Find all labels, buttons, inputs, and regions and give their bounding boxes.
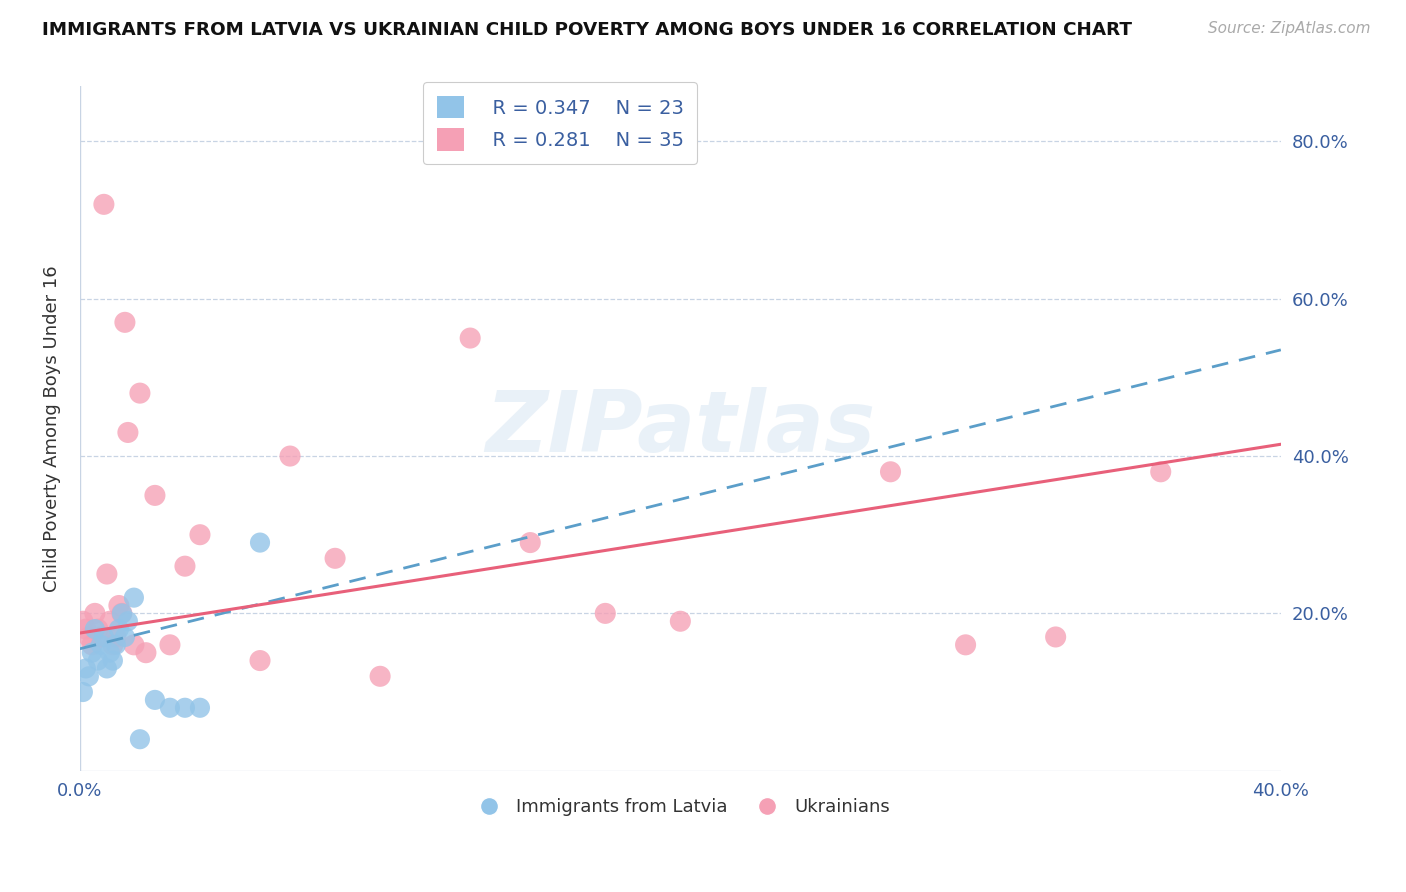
Point <box>114 315 136 329</box>
Point <box>1150 465 1173 479</box>
Point <box>108 622 131 636</box>
Point <box>159 638 181 652</box>
Point <box>135 646 157 660</box>
Point <box>93 197 115 211</box>
Point <box>188 527 211 541</box>
Point <box>83 622 105 636</box>
Point <box>80 646 103 660</box>
Point <box>80 638 103 652</box>
Point <box>188 700 211 714</box>
Point <box>368 669 391 683</box>
Text: IMMIGRANTS FROM LATVIA VS UKRAINIAN CHILD POVERTY AMONG BOYS UNDER 16 CORRELATIO: IMMIGRANTS FROM LATVIA VS UKRAINIAN CHIL… <box>42 21 1132 38</box>
Point <box>174 700 197 714</box>
Point <box>519 535 541 549</box>
Point <box>955 638 977 652</box>
Point <box>72 685 94 699</box>
Point <box>174 559 197 574</box>
Point <box>90 630 112 644</box>
Point <box>75 661 97 675</box>
Point <box>879 465 901 479</box>
Legend: Immigrants from Latvia, Ukrainians: Immigrants from Latvia, Ukrainians <box>464 791 897 823</box>
Point <box>114 630 136 644</box>
Point <box>104 638 127 652</box>
Point <box>117 614 139 628</box>
Point <box>101 638 124 652</box>
Point <box>98 614 121 628</box>
Point <box>108 599 131 613</box>
Point <box>75 622 97 636</box>
Point <box>122 591 145 605</box>
Point <box>96 567 118 582</box>
Point <box>278 449 301 463</box>
Text: Source: ZipAtlas.com: Source: ZipAtlas.com <box>1208 21 1371 36</box>
Point <box>129 732 152 747</box>
Point <box>87 654 110 668</box>
Point <box>96 661 118 675</box>
Point <box>1045 630 1067 644</box>
Point <box>117 425 139 440</box>
Point <box>129 386 152 401</box>
Point <box>143 488 166 502</box>
Point <box>249 654 271 668</box>
Point <box>323 551 346 566</box>
Point <box>72 614 94 628</box>
Point <box>77 669 100 683</box>
Point <box>90 638 112 652</box>
Point <box>98 646 121 660</box>
Point <box>93 630 115 644</box>
Point <box>104 630 127 644</box>
Point <box>83 607 105 621</box>
Point <box>159 700 181 714</box>
Point <box>101 654 124 668</box>
Point <box>669 614 692 628</box>
Point <box>111 607 134 621</box>
Y-axis label: Child Poverty Among Boys Under 16: Child Poverty Among Boys Under 16 <box>44 265 60 591</box>
Point <box>595 607 617 621</box>
Point <box>249 535 271 549</box>
Point <box>111 607 134 621</box>
Point <box>87 622 110 636</box>
Point <box>77 630 100 644</box>
Point <box>458 331 481 345</box>
Point <box>143 693 166 707</box>
Point <box>122 638 145 652</box>
Text: ZIPatlas: ZIPatlas <box>485 387 876 470</box>
